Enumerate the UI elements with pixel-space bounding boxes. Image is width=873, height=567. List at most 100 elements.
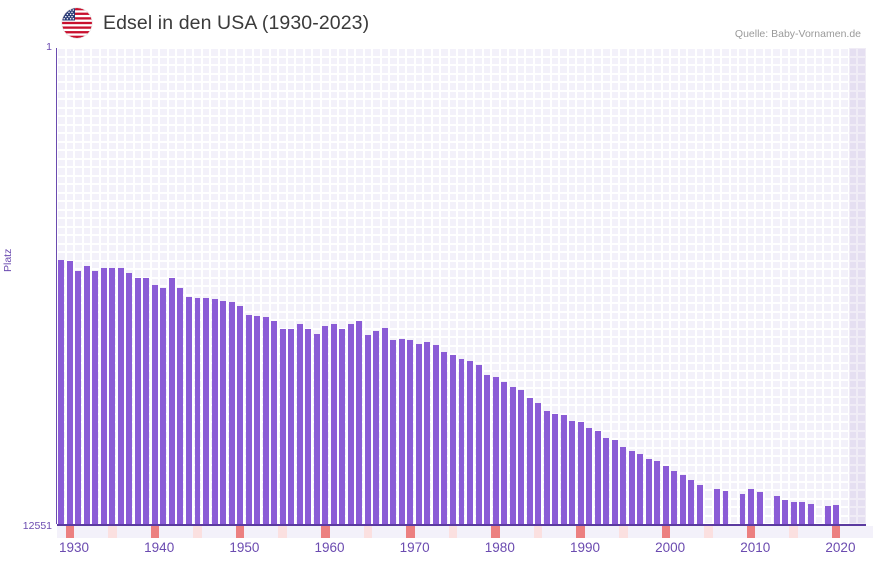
bar[interactable] — [100, 267, 107, 524]
bar[interactable] — [186, 296, 192, 524]
bar[interactable] — [696, 485, 703, 524]
bar[interactable] — [381, 328, 388, 524]
bar[interactable] — [484, 374, 491, 524]
bar[interactable] — [475, 365, 482, 524]
x-tick-minor — [448, 526, 458, 538]
bar[interactable] — [83, 266, 90, 524]
x-tick-major — [661, 526, 671, 538]
bar[interactable] — [799, 502, 806, 524]
bar[interactable] — [756, 491, 763, 524]
bar[interactable] — [134, 278, 141, 524]
bar[interactable] — [407, 340, 414, 524]
bar[interactable] — [126, 272, 133, 524]
bar[interactable] — [415, 343, 422, 524]
x-tick-minor — [670, 526, 679, 538]
bar[interactable] — [194, 297, 201, 524]
x-tick-minor — [550, 526, 560, 538]
bar[interactable] — [143, 278, 150, 524]
bar[interactable] — [790, 501, 797, 524]
bar[interactable] — [364, 334, 371, 524]
bar[interactable] — [739, 494, 746, 524]
bar[interactable] — [271, 321, 278, 524]
bar[interactable] — [611, 440, 618, 524]
bar[interactable] — [117, 267, 124, 524]
bar[interactable] — [322, 325, 329, 524]
bar[interactable] — [603, 437, 610, 524]
bar[interactable] — [713, 488, 720, 524]
x-tick-minor — [210, 526, 219, 538]
bar[interactable] — [824, 506, 831, 524]
bar[interactable] — [288, 328, 295, 524]
bar[interactable] — [356, 321, 363, 524]
bar[interactable] — [688, 480, 695, 524]
bar[interactable] — [279, 329, 286, 524]
bar[interactable] — [220, 301, 227, 524]
x-tick-minor — [338, 526, 347, 538]
bar[interactable] — [203, 298, 209, 524]
bar[interactable] — [432, 345, 439, 524]
bar[interactable] — [347, 323, 354, 524]
bar[interactable] — [151, 285, 158, 524]
bar[interactable] — [782, 500, 789, 524]
bar[interactable] — [594, 431, 601, 524]
bar[interactable] — [441, 352, 448, 524]
bar[interactable] — [339, 328, 346, 524]
bar[interactable] — [543, 410, 550, 524]
bar[interactable] — [168, 277, 175, 524]
bar[interactable] — [424, 342, 431, 524]
bar[interactable] — [330, 324, 337, 524]
bar[interactable] — [552, 413, 559, 524]
bar[interactable] — [518, 390, 525, 524]
x-tick-minor — [218, 526, 228, 538]
bar[interactable] — [662, 465, 669, 524]
bar[interactable] — [526, 398, 533, 524]
bar[interactable] — [160, 287, 167, 524]
bar[interactable] — [569, 421, 576, 524]
bar[interactable] — [628, 451, 635, 524]
bar[interactable] — [177, 288, 184, 524]
bar[interactable] — [467, 360, 473, 524]
bar[interactable] — [245, 314, 252, 524]
bar[interactable] — [722, 490, 729, 524]
bar[interactable] — [296, 324, 303, 524]
bar[interactable] — [833, 505, 840, 524]
x-tick-minor — [116, 526, 126, 538]
bar[interactable] — [398, 338, 405, 524]
bar[interactable] — [390, 339, 397, 524]
bar[interactable] — [637, 453, 644, 524]
bar[interactable] — [509, 387, 516, 524]
bar[interactable] — [620, 446, 627, 524]
plot-area — [57, 48, 866, 524]
bar[interactable] — [92, 270, 99, 524]
bar[interactable] — [262, 316, 269, 524]
bar[interactable] — [807, 503, 814, 524]
bar[interactable] — [560, 415, 567, 524]
bar[interactable] — [109, 267, 116, 524]
bar[interactable] — [305, 329, 312, 524]
x-tick-minor — [482, 526, 492, 538]
bar[interactable] — [75, 271, 82, 524]
bar[interactable] — [228, 302, 235, 524]
bar[interactable] — [748, 488, 754, 524]
bar[interactable] — [586, 428, 593, 524]
bar[interactable] — [645, 458, 652, 524]
bar[interactable] — [254, 315, 261, 524]
bar[interactable] — [313, 334, 320, 524]
bar[interactable] — [237, 305, 244, 524]
bar[interactable] — [492, 376, 499, 524]
bar[interactable] — [535, 402, 542, 524]
bar[interactable] — [679, 474, 686, 524]
x-tick-minor — [125, 526, 134, 538]
bar[interactable] — [577, 421, 584, 524]
x-tick-minor — [176, 526, 185, 538]
bar[interactable] — [450, 355, 456, 524]
bar[interactable] — [654, 461, 661, 524]
bar[interactable] — [211, 299, 218, 524]
bar[interactable] — [66, 260, 73, 524]
bar[interactable] — [501, 381, 508, 524]
bar[interactable] — [458, 358, 465, 524]
bar[interactable] — [373, 330, 380, 524]
bar[interactable] — [671, 471, 678, 524]
bar[interactable] — [773, 495, 780, 524]
bar[interactable] — [58, 259, 65, 524]
